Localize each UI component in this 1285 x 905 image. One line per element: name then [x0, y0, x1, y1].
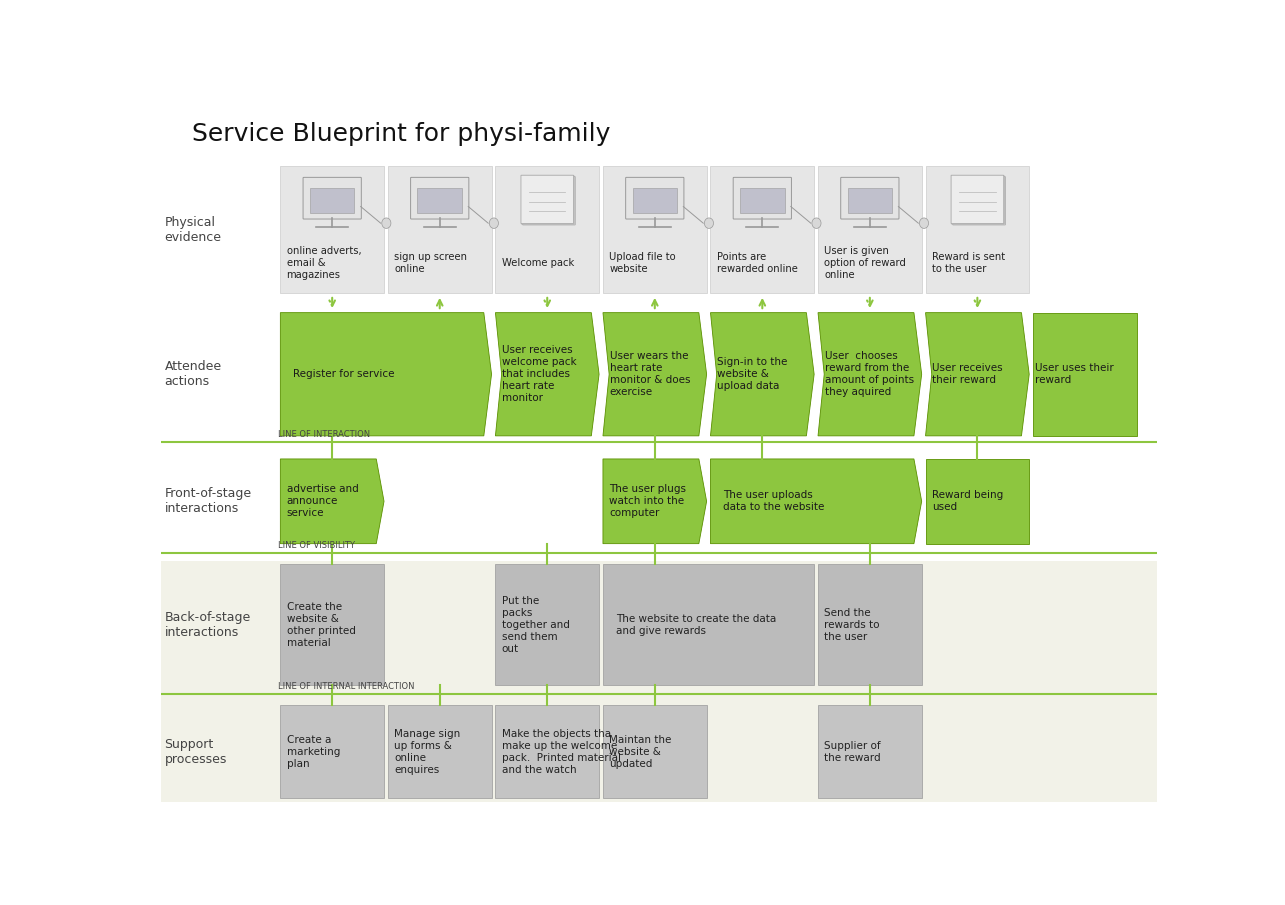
- FancyBboxPatch shape: [626, 177, 684, 219]
- Bar: [496, 705, 599, 797]
- Text: LINE OF VISIBILITY: LINE OF VISIBILITY: [279, 541, 356, 550]
- Text: Make the objects tha
make up the welcome
pack.  Printed material
and the watch: Make the objects tha make up the welcome…: [501, 729, 621, 775]
- Text: Attendee
actions: Attendee actions: [164, 360, 221, 388]
- Polygon shape: [603, 459, 707, 544]
- Text: User receives
welcome pack
that includes
heart rate
monitor: User receives welcome pack that includes…: [502, 345, 577, 404]
- Bar: [418, 188, 461, 213]
- FancyBboxPatch shape: [952, 176, 1005, 224]
- Text: Create the
website &
other printed
material: Create the website & other printed mater…: [287, 602, 356, 647]
- FancyBboxPatch shape: [523, 176, 576, 225]
- Text: Upload file to
website: Upload file to website: [609, 252, 676, 274]
- Bar: [280, 167, 384, 293]
- Text: User is given
option of reward
online: User is given option of reward online: [824, 246, 906, 280]
- FancyBboxPatch shape: [952, 176, 1005, 225]
- Text: Support
processes: Support processes: [164, 738, 227, 766]
- Text: Put the
packs
together and
send them
out: Put the packs together and send them out: [501, 595, 569, 653]
- Ellipse shape: [704, 218, 713, 228]
- Text: Physical
evidence: Physical evidence: [164, 216, 221, 243]
- Text: LINE OF INTERACTION: LINE OF INTERACTION: [279, 430, 370, 439]
- Bar: [632, 188, 677, 213]
- FancyBboxPatch shape: [734, 177, 792, 219]
- Text: sign up screen
online: sign up screen online: [394, 252, 468, 274]
- Polygon shape: [280, 312, 492, 436]
- Polygon shape: [1033, 312, 1137, 436]
- Text: Send the
rewards to
the user: Send the rewards to the user: [824, 607, 880, 642]
- Bar: [496, 167, 599, 293]
- Bar: [603, 167, 707, 293]
- Text: The website to create the data
and give rewards: The website to create the data and give …: [616, 614, 776, 635]
- FancyBboxPatch shape: [303, 177, 361, 219]
- Text: Back-of-stage
interactions: Back-of-stage interactions: [164, 611, 251, 639]
- Ellipse shape: [382, 218, 391, 228]
- Bar: [711, 167, 815, 293]
- Polygon shape: [280, 459, 384, 544]
- Text: advertise and
announce
service: advertise and announce service: [287, 484, 359, 519]
- Bar: [925, 167, 1029, 293]
- Bar: [496, 565, 599, 684]
- FancyBboxPatch shape: [522, 176, 574, 224]
- Bar: [603, 705, 707, 797]
- Text: User uses their
reward: User uses their reward: [1036, 363, 1114, 386]
- Bar: [848, 188, 892, 213]
- FancyBboxPatch shape: [520, 176, 573, 224]
- Polygon shape: [925, 312, 1029, 436]
- Text: Register for service: Register for service: [293, 369, 394, 379]
- Bar: [280, 565, 384, 684]
- Text: Supplier of
the reward: Supplier of the reward: [824, 740, 880, 763]
- Polygon shape: [603, 312, 707, 436]
- Polygon shape: [819, 312, 921, 436]
- Polygon shape: [711, 459, 921, 544]
- Bar: [310, 188, 355, 213]
- Text: User receives
their reward: User receives their reward: [933, 363, 1002, 386]
- Text: Points are
rewarded online: Points are rewarded online: [717, 252, 798, 274]
- Bar: [819, 167, 921, 293]
- FancyBboxPatch shape: [951, 176, 1004, 224]
- Bar: [161, 560, 1156, 802]
- Text: online adverts,
email &
magazines: online adverts, email & magazines: [287, 246, 361, 280]
- FancyBboxPatch shape: [840, 177, 899, 219]
- Text: The user plugs
watch into the
computer: The user plugs watch into the computer: [609, 484, 686, 519]
- Bar: [819, 705, 921, 797]
- Text: Reward is sent
to the user: Reward is sent to the user: [932, 252, 1005, 274]
- Text: Front-of-stage
interactions: Front-of-stage interactions: [164, 487, 252, 515]
- Text: Sign-in to the
website &
upload data: Sign-in to the website & upload data: [717, 357, 788, 391]
- Bar: [280, 705, 384, 797]
- Text: Reward being
used: Reward being used: [932, 491, 1004, 512]
- Text: Manage sign
up forms &
online
enquires: Manage sign up forms & online enquires: [394, 729, 460, 775]
- Ellipse shape: [812, 218, 821, 228]
- Bar: [819, 565, 921, 684]
- Text: User  chooses
reward from the
amount of points
they aquired: User chooses reward from the amount of p…: [825, 351, 914, 397]
- Text: Create a
marketing
plan: Create a marketing plan: [287, 735, 341, 768]
- Polygon shape: [925, 459, 1029, 544]
- Text: Service Blueprint for physi-family: Service Blueprint for physi-family: [191, 122, 610, 146]
- Polygon shape: [496, 312, 599, 436]
- Bar: [161, 163, 1156, 548]
- Bar: [388, 167, 492, 293]
- Bar: [603, 565, 815, 684]
- Ellipse shape: [490, 218, 499, 228]
- Text: Maintan the
website &
updated: Maintan the website & updated: [609, 735, 672, 768]
- Bar: [740, 188, 785, 213]
- Text: The user uploads
data to the website: The user uploads data to the website: [723, 491, 825, 512]
- Ellipse shape: [920, 218, 929, 228]
- Polygon shape: [711, 312, 815, 436]
- Text: User wears the
heart rate
monitor & does
exercise: User wears the heart rate monitor & does…: [609, 351, 690, 397]
- Bar: [388, 705, 492, 797]
- Text: Welcome pack: Welcome pack: [501, 258, 574, 268]
- Text: LINE OF INTERNAL INTERACTION: LINE OF INTERNAL INTERACTION: [279, 681, 415, 691]
- FancyBboxPatch shape: [411, 177, 469, 219]
